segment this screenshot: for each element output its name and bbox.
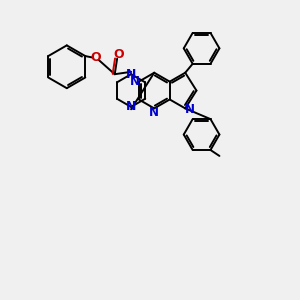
Text: N: N	[149, 106, 159, 119]
Text: N: N	[184, 103, 194, 116]
Text: N: N	[126, 68, 136, 81]
Text: N: N	[126, 100, 136, 113]
Text: O: O	[113, 48, 124, 61]
Text: N: N	[130, 75, 140, 88]
Text: O: O	[90, 51, 101, 64]
